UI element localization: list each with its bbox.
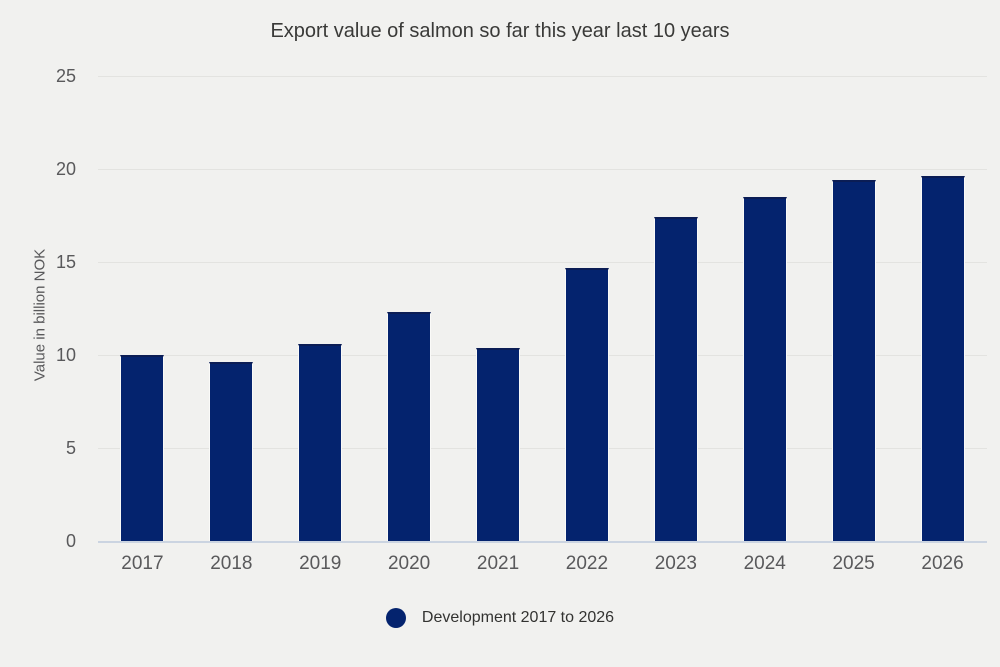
gridline-20 <box>98 169 987 170</box>
gridline-5 <box>98 448 987 449</box>
x-tick-label-2019: 2019 <box>299 553 342 574</box>
x-tick-label-2025: 2025 <box>832 553 875 574</box>
legend-circle-icon <box>385 608 406 628</box>
x-tick-label-2018: 2018 <box>210 553 253 574</box>
y-tick-label-5: 5 <box>65 438 76 458</box>
gridline-25 <box>98 76 987 77</box>
x-tick-label-2024: 2024 <box>743 553 786 574</box>
y-tick-label-25: 25 <box>55 66 76 86</box>
bar-2025[interactable] <box>831 180 876 541</box>
bar-2024[interactable] <box>742 196 787 541</box>
y-tick-label-10: 10 <box>55 345 76 365</box>
x-axis-line <box>98 541 987 543</box>
x-tick-label-2021: 2021 <box>476 553 520 574</box>
bar-2019[interactable] <box>298 343 343 541</box>
bar-2017[interactable] <box>120 355 165 541</box>
bar-2018[interactable] <box>209 362 254 541</box>
chart-title: Export value of salmon so far this year … <box>270 20 730 42</box>
legend[interactable]: Development 2017 to 2026 <box>0 608 1000 628</box>
bar-2022[interactable] <box>564 267 609 541</box>
gridline-15 <box>98 262 987 263</box>
gridline-10 <box>98 355 987 356</box>
y-tick-label-15: 15 <box>55 252 76 272</box>
x-tick-label-2023: 2023 <box>654 553 697 574</box>
y-tick-label-20: 20 <box>55 159 76 179</box>
bar-2023[interactable] <box>653 217 698 541</box>
x-tick-label-2022: 2022 <box>565 553 609 574</box>
x-tick-label-2026: 2026 <box>921 553 964 574</box>
bar-2026[interactable] <box>920 176 965 541</box>
legend-label: Development 2017 to 2026 <box>421 609 615 626</box>
bar-2020[interactable] <box>387 312 432 541</box>
plot-area <box>98 76 987 543</box>
bar-2021[interactable] <box>476 347 521 541</box>
x-tick-label-2017: 2017 <box>121 553 164 574</box>
y-tick-label-0: 0 <box>65 531 76 551</box>
x-tick-label-2020: 2020 <box>387 553 431 574</box>
